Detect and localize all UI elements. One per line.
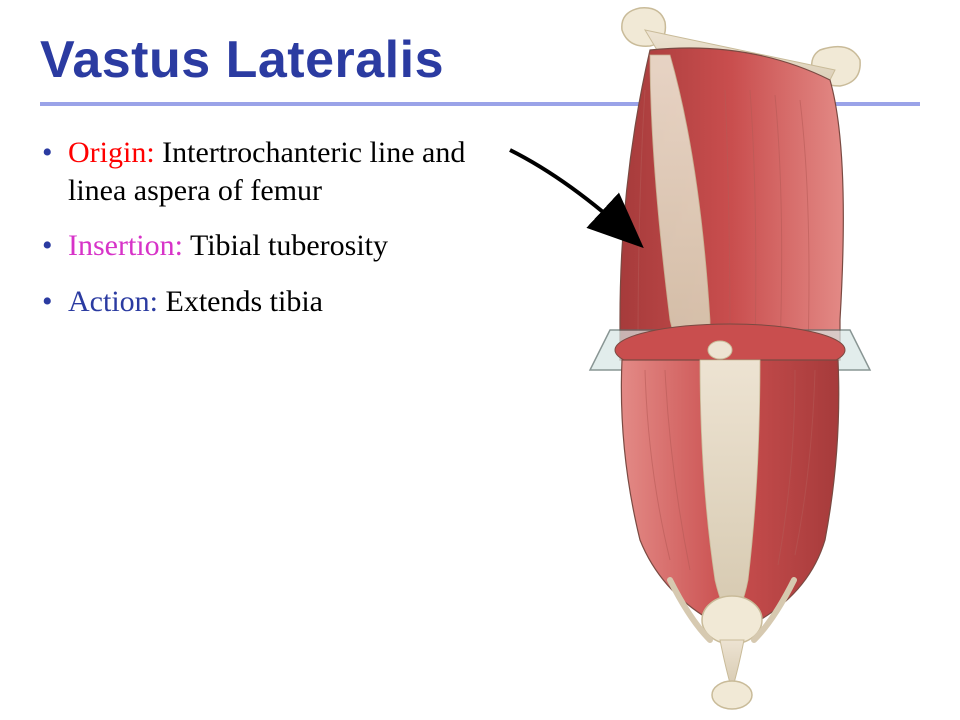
- bullet-list: Origin: Intertrochanteric line and linea…: [40, 134, 480, 320]
- list-item: Origin: Intertrochanteric line and linea…: [40, 134, 480, 209]
- list-item: Action: Extends tibia: [40, 283, 480, 321]
- slide: Vastus Lateralis Origin: Intertrochanter…: [0, 0, 960, 720]
- item-label: Origin:: [68, 136, 155, 169]
- item-text: Extends tibia: [158, 285, 323, 318]
- item-label: Insertion:: [68, 229, 183, 262]
- item-label: Action:: [68, 285, 158, 318]
- anatomy-illustration: [550, 0, 910, 720]
- list-item: Insertion: Tibial tuberosity: [40, 227, 480, 265]
- item-text: Tibial tuberosity: [183, 229, 388, 262]
- tibia-icon: [712, 681, 752, 709]
